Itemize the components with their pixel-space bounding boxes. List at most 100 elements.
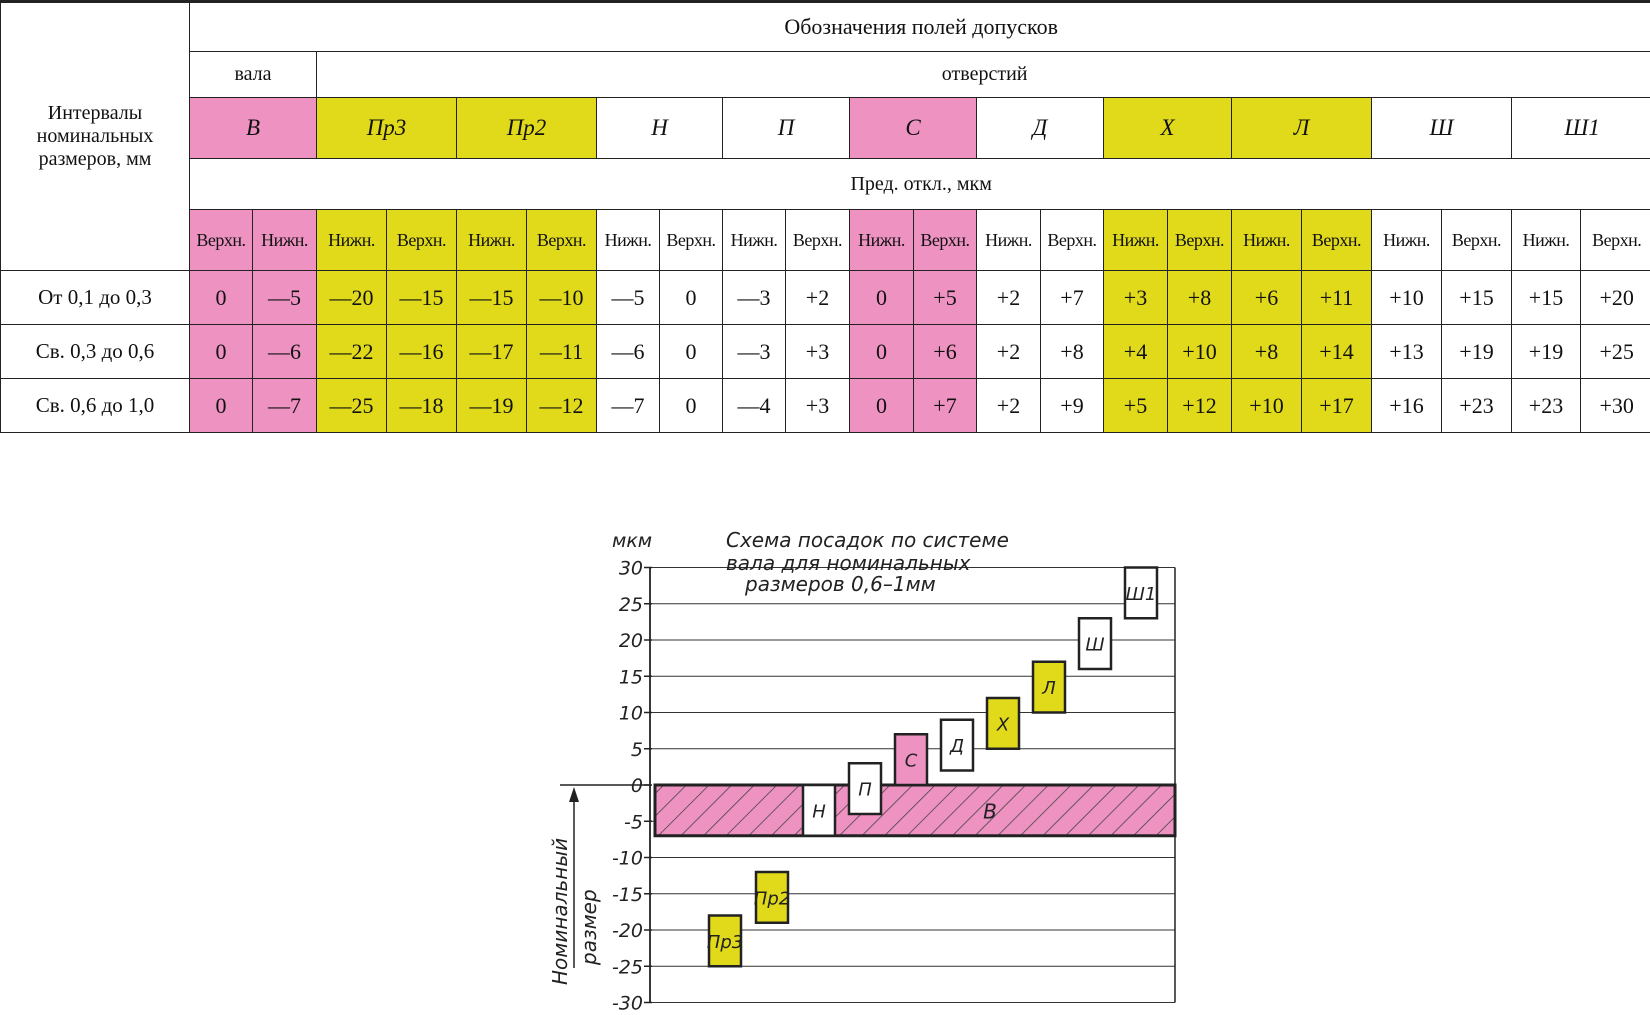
y-axis-ticks: 30 25 20 15 10 5 0 -5 -10 -15 -20 -25 -30 [612, 558, 652, 1015]
deviation-value: 0 [189, 270, 253, 325]
deviation-value: 0 [659, 270, 723, 325]
deviation-value: +10 [1371, 270, 1442, 325]
deviation-value: +8 [1167, 270, 1232, 325]
tolerance-box-label: С [905, 751, 918, 772]
deviation-value: +5 [1103, 378, 1168, 433]
deviation-value: +10 [1167, 324, 1232, 379]
shaft-band: В [653, 783, 1177, 838]
y-tick-label: -25 [612, 956, 643, 978]
deviation-value: +8 [1231, 324, 1302, 379]
field-label: Пр3 [316, 97, 457, 159]
deviation-type-label: Нижн. [976, 209, 1041, 271]
deviation-value: +12 [1167, 378, 1232, 433]
deviation-value: —7 [252, 378, 317, 433]
tolerance-box-label: Л [1041, 678, 1056, 699]
deviation-value: 0 [189, 378, 253, 433]
deviation-type-label: Нижн. [1511, 209, 1581, 271]
deviation-value: +9 [1040, 378, 1104, 433]
deviation-value: —6 [596, 324, 660, 379]
tolerance-box-label: Пр2 [754, 888, 790, 909]
deviation-value: —18 [386, 378, 457, 433]
deviation-value: +11 [1301, 270, 1372, 325]
y-tick-label: 5 [631, 739, 643, 761]
diagram-title: Схема посадок по системе вала для номина… [726, 528, 1009, 596]
deviation-value: —15 [386, 270, 457, 325]
field-label: Пр2 [456, 97, 597, 159]
deviation-value: —15 [456, 270, 527, 325]
tolerance-box [1123, 566, 1159, 620]
interval-label: Св. 0,6 до 1,0 [0, 378, 190, 433]
deviation-value: 0 [849, 270, 914, 325]
holes-header: отверстий [315, 51, 1650, 98]
y-tick-label: -30 [612, 993, 643, 1015]
tolerance-box-label: Д [949, 736, 964, 757]
deviation-value: +30 [1579, 378, 1650, 433]
y-tick-label: 15 [619, 666, 643, 688]
field-label: Ш1 [1510, 97, 1650, 159]
tolerance-box [1031, 660, 1067, 714]
deviation-value: +6 [913, 324, 977, 379]
field-label: В [189, 97, 317, 159]
deviation-type-label: Нижн. [849, 209, 914, 271]
deviation-type-label: Нижн. [1231, 209, 1302, 271]
interval-label: От 0,1 до 0,3 [0, 270, 190, 325]
deviation-type-label: Верхн. [189, 209, 253, 271]
y-tick-label: -5 [624, 811, 643, 833]
unit-label: мкм [612, 530, 652, 552]
deviation-value: +14 [1301, 324, 1372, 379]
deviation-value: +4 [1103, 324, 1168, 379]
deviation-type-label: Верхн. [1301, 209, 1372, 271]
deviation-value: +13 [1371, 324, 1442, 379]
deviation-value: +15 [1511, 270, 1581, 325]
deviation-type-label: Верхн. [386, 209, 457, 271]
deviation-value: —6 [252, 324, 317, 379]
tolerance-box-label: Ш [1085, 635, 1104, 656]
field-label: П [722, 97, 850, 159]
deviation-value: —10 [526, 270, 597, 325]
tolerance-box-label: Ш1 [1126, 584, 1157, 605]
deviation-value: —5 [596, 270, 660, 325]
deviation-value: —3 [722, 324, 786, 379]
deviation-value: +3 [1103, 270, 1168, 325]
tolerance-box [847, 762, 883, 816]
deviation-type-label: Нижн. [1371, 209, 1442, 271]
tolerance-box [939, 718, 975, 772]
diagram-title-line-2: вала для номинальных [726, 551, 971, 575]
y-tick-label: -20 [612, 920, 643, 942]
deviation-value: +2 [976, 324, 1041, 379]
deviation-type-label: Нижн. [1103, 209, 1168, 271]
interval-label: Св. 0,3 до 0,6 [0, 324, 190, 379]
deviation-value: 0 [849, 378, 914, 433]
tolerance-box [754, 870, 790, 924]
deviation-value: +3 [785, 324, 850, 379]
deviation-value: +2 [785, 270, 850, 325]
shaft-band-rect [653, 783, 1177, 838]
tolerance-box-label: Н [812, 801, 826, 822]
tolerance-boxes: Пр3 Пр2 Н П С Д Х Л Ш Ш1 [707, 566, 1159, 968]
tolerance-box [1077, 617, 1113, 671]
shaft-band-label: В [983, 799, 997, 823]
deviation-value: +7 [1040, 270, 1104, 325]
deviation-value: +25 [1579, 324, 1650, 379]
tolerance-box [707, 914, 743, 968]
field-label: Д [976, 97, 1104, 159]
deviation-value: —20 [316, 270, 387, 325]
table-row: Св. 0,6 до 1,0 0 —7 —25 —18 —19 —12 —7 0 —4 +3 0 +7 +… [0, 378, 1650, 433]
nominal-size-label: Номинальный размер [548, 838, 601, 985]
deviation-value: —25 [316, 378, 387, 433]
deviation-value: +23 [1441, 378, 1512, 433]
deviation-value: —16 [386, 324, 457, 379]
deviation-type-label: Верхн. [526, 209, 597, 271]
deviation-value: +7 [913, 378, 977, 433]
deviation-value: +2 [976, 378, 1041, 433]
nominal-size-label-line-2: размер [577, 889, 601, 966]
tolerance-table: Интервалы номинальных размеров, мм Обозн… [0, 0, 1650, 433]
tolerance-box [985, 696, 1021, 750]
deviation-type-label: Нижн. [252, 209, 317, 271]
deviation-value: +17 [1301, 378, 1372, 433]
field-label: С [849, 97, 977, 159]
deviation-value: +8 [1040, 324, 1104, 379]
deviation-value: +16 [1371, 378, 1442, 433]
y-tick-label: -10 [612, 848, 643, 870]
